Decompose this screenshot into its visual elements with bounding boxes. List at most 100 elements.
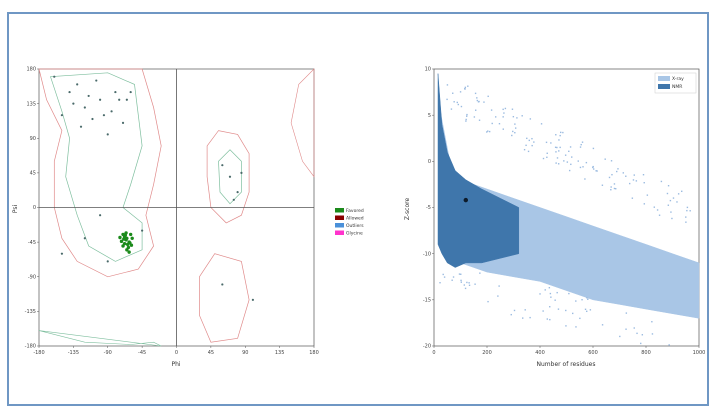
xray-speckle — [677, 193, 680, 195]
rama-legend-label: Outliers — [346, 223, 364, 229]
rama-other-point — [79, 125, 83, 128]
xray-speckle-low — [584, 308, 587, 311]
xray-speckle — [512, 115, 515, 118]
xray-speckle-low — [575, 300, 577, 302]
xray-speckle-low — [466, 281, 468, 284]
xray-speckle — [512, 130, 514, 133]
xray-speckle — [628, 182, 631, 185]
xray-speckle — [491, 122, 493, 125]
xray-speckle-low — [550, 296, 552, 298]
xray-speckle — [596, 170, 598, 172]
ramachandran-plot: -180 -135 -90 -45 0 45 90 135 180 180 135 90 45 0 -45 -… — [12, 67, 319, 368]
xray-speckle — [592, 147, 595, 150]
rama-y-tick-label: 0 — [33, 205, 36, 211]
xray-speckle-low — [633, 327, 635, 329]
xray-speckle — [529, 118, 532, 120]
rama-right-contour — [290, 68, 315, 178]
rama-x-tick-label: -45 — [138, 350, 146, 356]
rama-other-point — [114, 90, 117, 94]
xray-speckle-low — [458, 273, 461, 275]
xray-speckle — [558, 139, 560, 141]
xray-speckle — [632, 179, 635, 181]
xray-speckle — [685, 216, 687, 218]
xray-speckle-low — [513, 309, 516, 312]
rama-y-tick-label: 90 — [30, 136, 36, 142]
rama-allowed-contour — [38, 68, 162, 278]
xray-speckle — [686, 209, 688, 212]
xray-speckle — [466, 113, 468, 116]
rama-legend-label: Allowed — [346, 216, 364, 222]
xray-speckle — [581, 141, 584, 143]
rama-x-tick-label: 90 — [242, 350, 248, 356]
xray-speckle — [608, 176, 611, 179]
xray-speckle — [604, 158, 606, 160]
xray-speckle — [554, 146, 557, 149]
rama-other-point — [240, 171, 243, 174]
xray-speckle — [531, 144, 533, 147]
xray-speckle — [615, 188, 617, 190]
rama-x-tick-label: -90 — [104, 350, 112, 356]
xray-speckle — [450, 108, 453, 110]
xray-speckle — [666, 192, 669, 195]
xray-speckle-low — [619, 335, 621, 338]
rama-favored-point — [122, 237, 126, 241]
xray-speckle — [592, 168, 595, 170]
zs-ylabel: Z-score — [404, 198, 411, 221]
xray-speckle-low — [554, 299, 556, 301]
rama-other-point — [102, 114, 106, 117]
rama-y-tick-label: 45 — [30, 171, 36, 177]
xray-speckle — [477, 101, 480, 103]
xray-speckle — [610, 160, 613, 162]
rama-favored-point — [121, 232, 125, 237]
rama-other-point — [60, 114, 64, 117]
rama-other-point — [99, 98, 102, 101]
xray-speckle — [467, 85, 469, 87]
zs-y-tick-label: -10 — [423, 251, 431, 257]
xray-speckle — [490, 109, 493, 111]
rama-other-point — [83, 106, 86, 109]
zs-axes: 0 200 400 600 800 1000 10 5 0 -5 -10 -15 -20 — [423, 67, 706, 356]
rama-legend-label: Glycine — [346, 231, 363, 237]
rama-axes: -180 -135 -90 -45 0 45 90 135 180 180 135 90 45 0 -45 -… — [25, 67, 319, 356]
rama-favored-point — [130, 236, 134, 240]
xray-speckle-low — [439, 282, 441, 284]
xray-speckle — [689, 210, 691, 212]
xray-speckle — [558, 150, 560, 152]
xray-speckle-low — [589, 309, 592, 311]
xray-speckle-low — [539, 293, 541, 295]
xray-speckle — [556, 146, 558, 149]
xray-speckle-low — [542, 310, 544, 312]
rama-x-tick-label: 0 — [175, 350, 178, 356]
xray-speckle — [474, 92, 477, 95]
xray-speckle-low — [468, 282, 470, 284]
zs-y-tick-label: 5 — [428, 113, 431, 119]
rama-y-tick-label: -90 — [28, 274, 36, 280]
xray-speckle — [446, 98, 448, 101]
xray-speckle — [526, 137, 528, 140]
rama-other-point — [91, 117, 94, 121]
xray-speckle — [504, 107, 507, 110]
xray-speckle — [631, 197, 634, 199]
xray-speckle-low — [487, 300, 489, 303]
xray-speckle — [453, 101, 455, 103]
rama-other-point — [125, 98, 128, 101]
xray-speckle — [446, 84, 449, 86]
xray-speckle — [667, 185, 670, 187]
xray-speckle-low — [546, 318, 549, 320]
xray-speckle — [570, 163, 572, 166]
xray-speckle — [646, 194, 649, 196]
xray-speckle-low — [565, 309, 567, 312]
rama-alpha-l-allowed — [206, 130, 250, 224]
xray-speckle — [685, 221, 687, 223]
rama-other-point — [106, 260, 109, 263]
xray-speckle-low — [497, 295, 499, 297]
rama-other-point — [221, 283, 224, 286]
rama-other-point — [106, 133, 109, 136]
xray-speckle-low — [586, 297, 588, 299]
rama-other-point — [53, 75, 56, 78]
xray-speckle-low — [460, 279, 462, 282]
xray-speckle — [464, 86, 467, 89]
xray-speckle — [502, 116, 504, 118]
rama-other-point — [236, 191, 239, 194]
xray-speckle — [487, 95, 489, 98]
